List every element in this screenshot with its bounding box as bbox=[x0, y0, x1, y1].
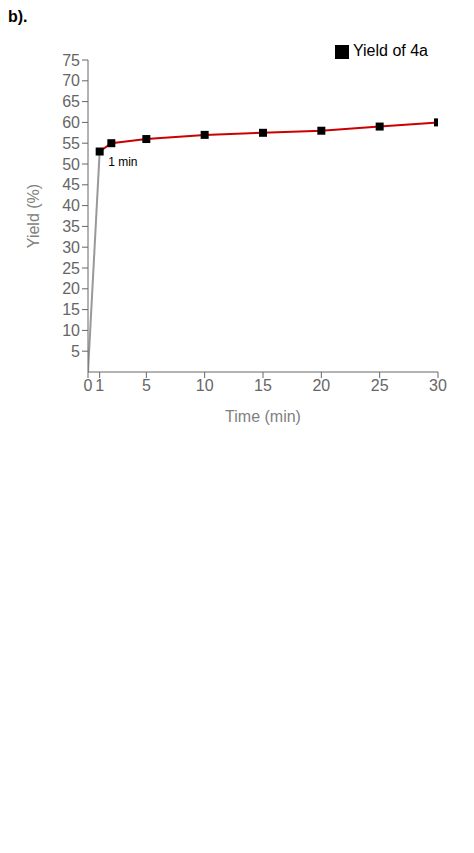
svg-text:40: 40 bbox=[62, 197, 80, 214]
svg-text:30: 30 bbox=[429, 377, 447, 394]
svg-text:70: 70 bbox=[62, 72, 80, 89]
svg-text:20: 20 bbox=[312, 377, 330, 394]
svg-text:5: 5 bbox=[142, 377, 151, 394]
svg-text:35: 35 bbox=[62, 218, 80, 235]
svg-text:25: 25 bbox=[62, 260, 80, 277]
svg-text:50: 50 bbox=[62, 156, 80, 173]
svg-text:1: 1 bbox=[95, 377, 104, 394]
svg-text:45: 45 bbox=[62, 176, 80, 193]
svg-text:55: 55 bbox=[62, 135, 80, 152]
svg-text:60: 60 bbox=[62, 114, 80, 131]
svg-text:15: 15 bbox=[62, 301, 80, 318]
svg-text:10: 10 bbox=[62, 322, 80, 339]
svg-text:65: 65 bbox=[62, 93, 80, 110]
svg-text:Time (min): Time (min) bbox=[225, 408, 301, 425]
svg-text:75: 75 bbox=[62, 52, 80, 69]
svg-text:30: 30 bbox=[62, 239, 80, 256]
svg-text:10: 10 bbox=[196, 377, 214, 394]
svg-text:20: 20 bbox=[62, 280, 80, 297]
svg-text:0: 0 bbox=[84, 377, 93, 394]
svg-text:5: 5 bbox=[71, 343, 80, 360]
svg-text:25: 25 bbox=[371, 377, 389, 394]
svg-text:1 min: 1 min bbox=[108, 155, 137, 169]
svg-text:15: 15 bbox=[254, 377, 272, 394]
html-text:b).: b). bbox=[8, 8, 28, 25]
html-text:Yield of 4a: Yield of 4a bbox=[353, 42, 428, 59]
svg-text:Yield (%): Yield (%) bbox=[25, 184, 42, 248]
